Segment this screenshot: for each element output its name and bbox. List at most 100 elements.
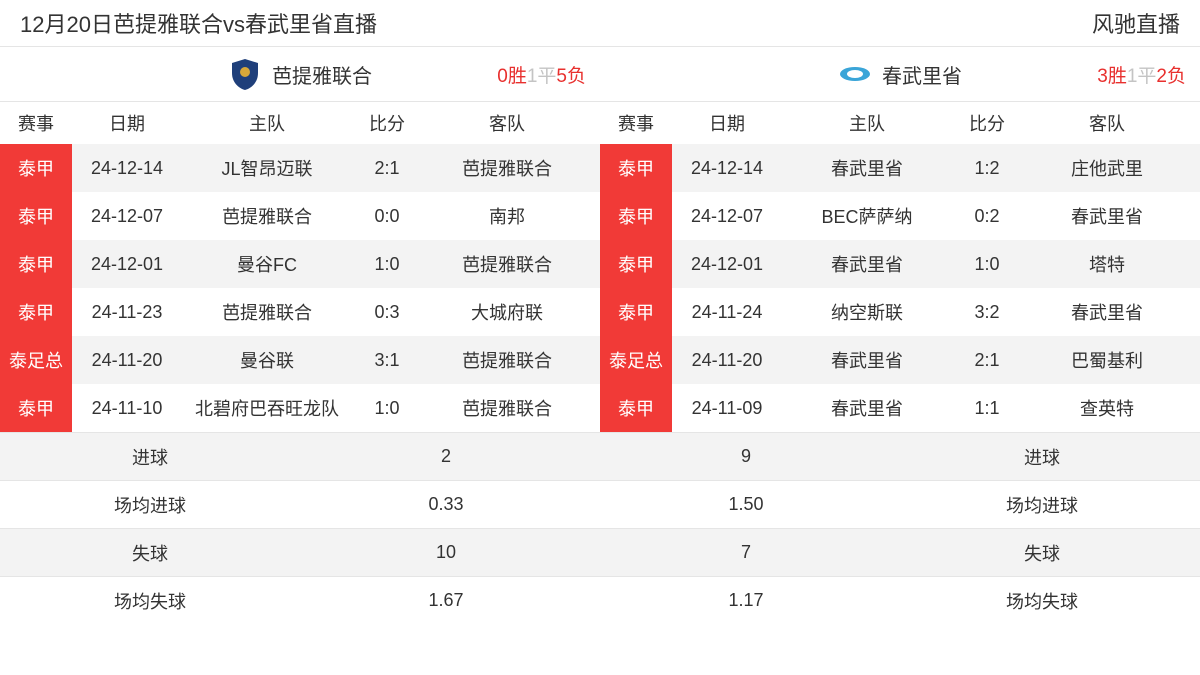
col-home: 主队 [782, 110, 952, 136]
stat-label: 进球 [892, 444, 1192, 470]
league-badge: 泰甲 [0, 144, 72, 192]
table-row: 泰甲 24-12-01 曼谷FC 1:0 芭提雅联合 [0, 240, 600, 288]
page-header: 12月20日芭提雅联合vs春武里省直播 风驰直播 [0, 0, 1200, 46]
match-away: 春武里省 [1022, 203, 1192, 229]
match-home: 芭提雅联合 [182, 203, 352, 229]
table-row: 泰甲 24-11-24 纳空斯联 3:2 春武里省 [600, 288, 1200, 336]
left-matches: 泰甲 24-12-14 JL智昂迈联 2:1 芭提雅联合 泰甲 24-12-07… [0, 144, 600, 432]
col-date: 日期 [672, 110, 782, 136]
match-score: 0:3 [352, 302, 422, 323]
match-score: 3:2 [952, 302, 1022, 323]
stat-row-avg-conceded: 1.17 场均失球 [600, 576, 1200, 624]
match-score: 2:1 [952, 350, 1022, 371]
match-date: 24-11-24 [672, 302, 782, 323]
match-date: 24-11-20 [72, 350, 182, 371]
match-date: 24-12-07 [72, 206, 182, 227]
col-league: 赛事 [600, 110, 672, 136]
stat-row-conceded: 7 失球 [600, 528, 1200, 576]
league-badge: 泰甲 [600, 192, 672, 240]
main-content: 芭提雅联合 0胜1平5负 赛事 日期 主队 比分 客队 泰甲 24-12-14 … [0, 46, 1200, 624]
match-score: 1:0 [352, 398, 422, 419]
match-date: 24-12-14 [72, 158, 182, 179]
match-away: 塔特 [1022, 251, 1192, 277]
left-team-header: 芭提雅联合 0胜1平5负 [0, 46, 600, 102]
league-badge: 泰足总 [600, 336, 672, 384]
stat-value: 9 [600, 446, 892, 467]
match-date: 24-11-20 [672, 350, 782, 371]
match-away: 芭提雅联合 [422, 347, 592, 373]
table-row: 泰甲 24-12-07 BEC萨萨纳 0:2 春武里省 [600, 192, 1200, 240]
match-score: 1:0 [952, 254, 1022, 275]
match-home: 芭提雅联合 [182, 299, 352, 325]
league-badge: 泰足总 [0, 336, 72, 384]
league-badge: 泰甲 [0, 240, 72, 288]
shield-icon [228, 57, 262, 91]
table-row: 泰足总 24-11-20 春武里省 2:1 巴蜀基利 [600, 336, 1200, 384]
stat-label: 失球 [892, 540, 1192, 566]
stat-value: 1.67 [300, 590, 592, 611]
league-badge: 泰甲 [600, 240, 672, 288]
league-badge: 泰甲 [600, 144, 672, 192]
match-score: 3:1 [352, 350, 422, 371]
stat-value: 1.17 [600, 590, 892, 611]
match-date: 24-11-09 [672, 398, 782, 419]
right-wins: 3胜 [1097, 66, 1127, 87]
stat-value: 0.33 [300, 494, 592, 515]
match-home: 曼谷FC [182, 251, 352, 277]
stat-row-conceded: 失球 10 [0, 528, 600, 576]
table-row: 泰甲 24-12-07 芭提雅联合 0:0 南邦 [0, 192, 600, 240]
league-badge: 泰甲 [0, 384, 72, 432]
right-record: 3胜1平2负 [1097, 61, 1186, 88]
table-row: 泰甲 24-11-09 春武里省 1:1 查英特 [600, 384, 1200, 432]
league-badge: 泰甲 [0, 288, 72, 336]
match-away: 芭提雅联合 [422, 155, 592, 181]
stat-row-goals: 进球 2 [0, 432, 600, 480]
match-score: 1:0 [352, 254, 422, 275]
page-title: 12月20日芭提雅联合vs春武里省直播 [20, 7, 377, 39]
match-date: 24-11-10 [72, 398, 182, 419]
left-record: 0胜1平5负 [497, 61, 586, 88]
match-home: 春武里省 [782, 395, 952, 421]
match-home: 春武里省 [782, 347, 952, 373]
match-date: 24-11-23 [72, 302, 182, 323]
right-losses: 2负 [1156, 66, 1186, 87]
stat-value: 10 [300, 542, 592, 563]
stat-label: 进球 [0, 444, 300, 470]
stat-row-avg-goals: 场均进球 0.33 [0, 480, 600, 528]
wings-icon [838, 57, 872, 91]
table-row: 泰足总 24-11-20 曼谷联 3:1 芭提雅联合 [0, 336, 600, 384]
match-away: 春武里省 [1022, 299, 1192, 325]
left-wins: 0胜 [497, 66, 527, 87]
match-date: 24-12-01 [672, 254, 782, 275]
match-away: 庄他武里 [1022, 155, 1192, 181]
table-row: 泰甲 24-12-14 春武里省 1:2 庄他武里 [600, 144, 1200, 192]
col-home: 主队 [182, 110, 352, 136]
col-score: 比分 [352, 110, 422, 136]
col-score: 比分 [952, 110, 1022, 136]
match-home: JL智昂迈联 [182, 155, 352, 181]
stat-label: 场均进球 [0, 492, 300, 518]
match-home: BEC萨萨纳 [782, 203, 952, 229]
col-league: 赛事 [0, 110, 72, 136]
match-away: 芭提雅联合 [422, 395, 592, 421]
right-team-header: 春武里省 3胜1平2负 [600, 46, 1200, 102]
match-score: 1:2 [952, 158, 1022, 179]
brand-label: 风驰直播 [1092, 7, 1180, 39]
stat-value: 2 [300, 446, 592, 467]
league-badge: 泰甲 [0, 192, 72, 240]
match-away: 巴蜀基利 [1022, 347, 1192, 373]
right-panel: 春武里省 3胜1平2负 赛事 日期 主队 比分 客队 泰甲 24-12-14 春… [600, 46, 1200, 624]
stat-row-avg-goals: 1.50 场均进球 [600, 480, 1200, 528]
stat-row-avg-conceded: 场均失球 1.67 [0, 576, 600, 624]
stat-label: 场均失球 [892, 588, 1192, 614]
col-away: 客队 [1022, 110, 1192, 136]
stat-label: 场均进球 [892, 492, 1192, 518]
match-home: 春武里省 [782, 251, 952, 277]
match-score: 2:1 [352, 158, 422, 179]
right-matches: 泰甲 24-12-14 春武里省 1:2 庄他武里 泰甲 24-12-07 BE… [600, 144, 1200, 432]
match-date: 24-12-07 [672, 206, 782, 227]
stat-row-goals: 9 进球 [600, 432, 1200, 480]
left-table-header: 赛事 日期 主队 比分 客队 [0, 102, 600, 144]
left-draws: 1平 [527, 66, 557, 87]
match-score: 0:0 [352, 206, 422, 227]
